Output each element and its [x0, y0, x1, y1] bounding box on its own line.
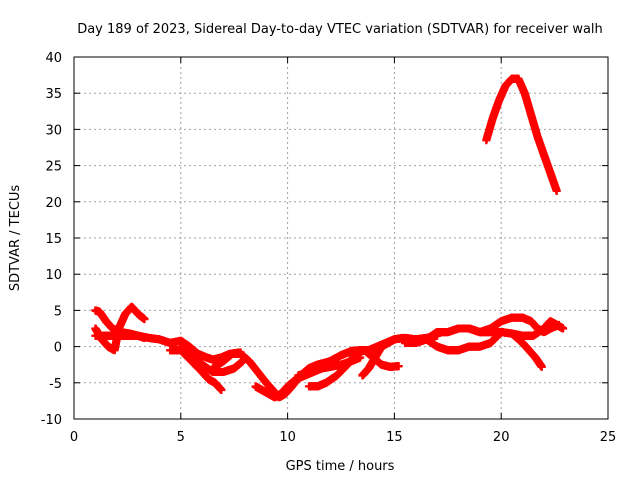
axis-ticks	[73, 56, 609, 420]
data-point	[559, 324, 568, 333]
data-point	[552, 186, 561, 195]
y-tick-label: 15	[45, 232, 62, 247]
series-track-n	[482, 74, 561, 195]
data-point	[140, 315, 149, 324]
x-tick-label: 5	[177, 430, 185, 445]
series-track-j	[358, 333, 416, 380]
grid	[74, 57, 608, 419]
x-tick-label: 0	[70, 430, 78, 445]
x-tick-label: 15	[386, 430, 403, 445]
y-tick-label: 25	[45, 160, 62, 175]
x-tick-label: 20	[493, 430, 510, 445]
y-tick-label: 20	[45, 196, 62, 211]
y-tick-label: 40	[45, 51, 62, 66]
y-tick-label: 0	[54, 341, 62, 356]
series-track-m	[465, 317, 568, 340]
series-track-h	[304, 346, 403, 391]
y-tick-label: 5	[54, 304, 62, 319]
x-tick-label: 10	[279, 430, 296, 445]
chart-title: Day 189 of 2023, Sidereal Day-to-day VTE…	[77, 22, 603, 37]
y-tick-label: -5	[49, 377, 62, 392]
x-axis-label: GPS time / hours	[286, 459, 395, 474]
data-point	[537, 362, 546, 371]
y-tick-label: 10	[45, 268, 62, 283]
y-axis-label: SDTVAR / TECUs	[8, 185, 23, 292]
data-point	[217, 386, 226, 395]
y-tick-label: -10	[41, 413, 62, 428]
y-tick-label: 35	[45, 87, 62, 102]
y-tick-label: 30	[45, 123, 62, 138]
data-point	[394, 362, 403, 371]
x-tick-label: 25	[600, 430, 617, 445]
tick-labels: 0 5 10 15 20 25 -10 -5 0 5 10 15 20 25 30 35 40	[41, 51, 617, 445]
data-points	[91, 74, 568, 402]
